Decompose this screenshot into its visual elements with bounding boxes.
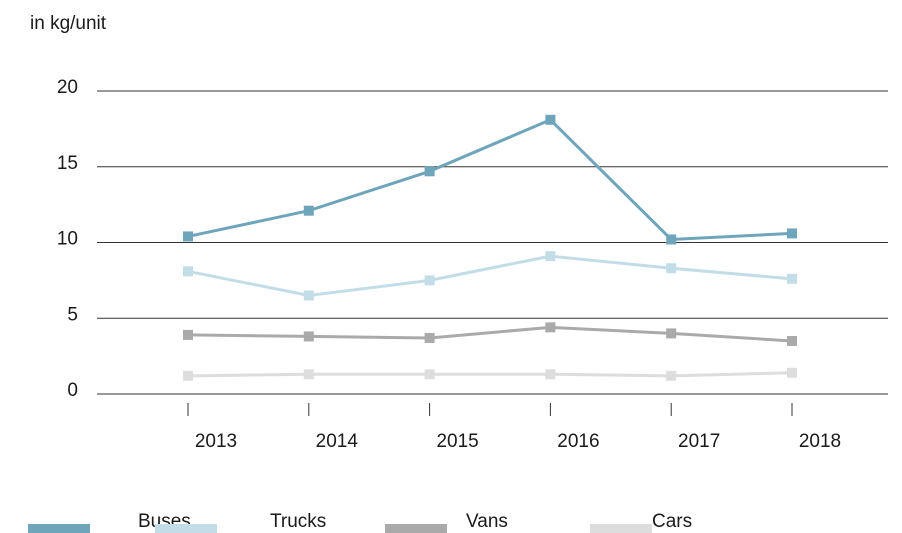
y-tick-label: 20 <box>57 77 78 98</box>
data-point <box>424 166 435 177</box>
x-tick-label: 2016 <box>557 431 599 452</box>
data-point <box>303 205 314 216</box>
data-point <box>545 322 556 333</box>
data-point <box>183 370 193 381</box>
legend-label: Vans <box>466 511 508 532</box>
data-point <box>545 114 556 125</box>
data-point <box>183 231 193 242</box>
x-tick-label: 2015 <box>436 431 478 452</box>
data-point <box>666 234 677 245</box>
data-point <box>183 329 193 340</box>
y-tick-label: 10 <box>57 229 78 250</box>
data-point <box>303 369 314 380</box>
series-line <box>187 371 793 378</box>
data-point <box>666 370 677 381</box>
data-point <box>424 275 435 286</box>
y-tick-label: 15 <box>57 153 78 174</box>
data-point <box>666 263 677 274</box>
data-point <box>787 367 797 378</box>
y-tick-label: 0 <box>67 380 78 401</box>
y-tick-label: 5 <box>67 304 78 325</box>
y-axis-label: in kg/unit <box>30 13 107 34</box>
data-point <box>183 266 193 277</box>
series-line <box>187 254 793 298</box>
series-line <box>187 325 793 343</box>
data-point <box>303 331 314 342</box>
x-tick-label: 2014 <box>316 431 359 452</box>
data-point <box>424 332 435 343</box>
data-point <box>545 251 556 262</box>
data-point <box>787 335 797 346</box>
legend-swatch <box>385 524 447 533</box>
x-tick-label: 2013 <box>195 431 237 452</box>
legend-swatch <box>590 524 652 533</box>
data-point <box>787 273 797 284</box>
data-point <box>666 328 677 339</box>
data-point <box>787 228 797 239</box>
legend-swatch <box>28 524 90 533</box>
legend-label: Cars <box>652 511 692 532</box>
legend-label: Trucks <box>270 511 326 532</box>
legend-swatch <box>155 524 217 533</box>
data-point <box>545 369 556 380</box>
data-point <box>424 369 435 380</box>
x-tick-label: 2018 <box>799 431 841 452</box>
series-line <box>187 118 793 242</box>
x-tick-label: 2017 <box>678 431 720 452</box>
data-point <box>303 290 314 301</box>
